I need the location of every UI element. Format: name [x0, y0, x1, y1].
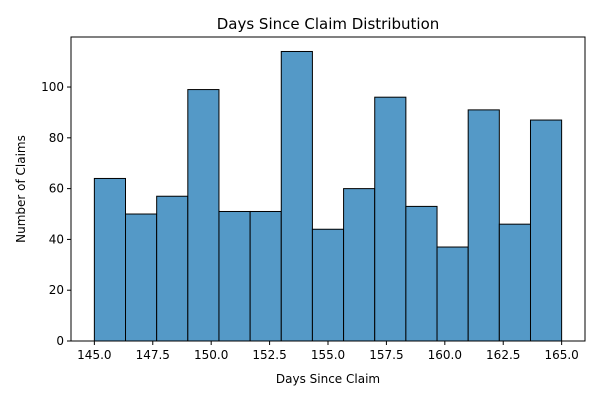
histogram-bar	[374, 96, 407, 342]
y-axis: 0 20 40 60 80 100	[41, 80, 71, 348]
histogram-bar	[218, 210, 251, 342]
histogram-bar	[498, 223, 531, 342]
histogram-bar	[405, 205, 438, 342]
histogram-bar	[343, 188, 376, 342]
x-tick-label: 162.5	[486, 348, 520, 362]
x-tick-label: 155.0	[311, 348, 345, 362]
chart-title: Days Since Claim Distribution	[217, 15, 440, 33]
x-tick-label: 165.0	[544, 348, 578, 362]
histogram-bar	[529, 119, 563, 342]
histogram-bar	[311, 228, 345, 342]
histogram-bar	[156, 195, 189, 342]
x-tick-label: 152.5	[252, 348, 286, 362]
bars-group	[93, 50, 563, 342]
histogram-bar	[125, 213, 158, 342]
y-tick-label: 100	[41, 80, 64, 94]
x-axis-label: Days Since Claim	[276, 372, 380, 386]
x-tick-label: 145.0	[77, 348, 111, 362]
histogram-bar	[249, 210, 282, 342]
x-tick-label: 157.5	[369, 348, 403, 362]
x-axis: 145.0 147.5 150.0 152.5 155.0 157.5 160.0 162.5…	[77, 341, 579, 362]
y-axis-label: Number of Claims	[14, 135, 28, 243]
histogram-bar	[436, 246, 469, 342]
y-tick-label: 20	[49, 283, 64, 297]
x-tick-label: 160.0	[428, 348, 462, 362]
y-tick-label: 40	[49, 232, 64, 246]
histogram-bar	[467, 109, 500, 342]
histogram-bar	[93, 177, 126, 342]
y-tick-label: 0	[56, 334, 64, 348]
y-tick-label: 60	[49, 182, 64, 196]
histogram-bar	[280, 50, 313, 342]
x-tick-label: 147.5	[136, 348, 170, 362]
histogram-bar	[187, 89, 220, 342]
x-tick-label: 150.0	[194, 348, 228, 362]
y-tick-label: 80	[49, 131, 64, 145]
